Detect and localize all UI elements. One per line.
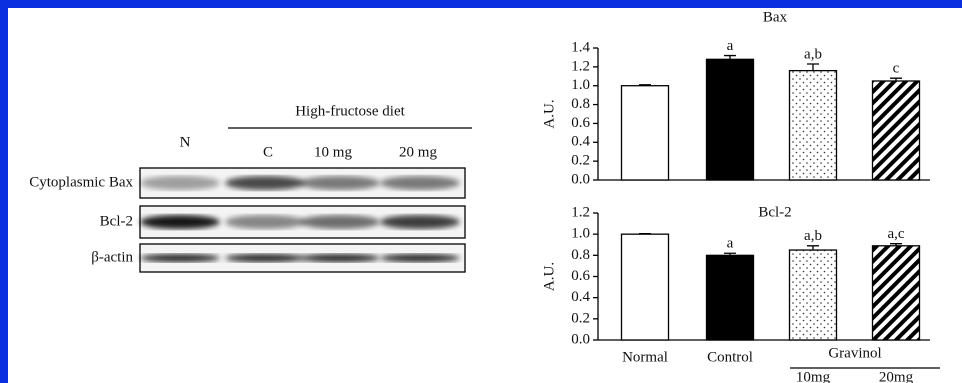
band <box>140 176 220 190</box>
blot-header: High-fructose diet <box>295 103 405 119</box>
y-tick-label: 0.8 <box>571 96 590 112</box>
chart-title: Bax <box>763 9 788 25</box>
bar <box>707 255 754 340</box>
significance-label: c <box>893 61 900 77</box>
y-tick-label: 0.4 <box>571 289 590 305</box>
y-axis-label: A.U. <box>541 99 557 128</box>
frame-top <box>0 0 962 8</box>
bar <box>873 246 920 340</box>
bar <box>790 71 837 180</box>
frame-left <box>0 0 8 383</box>
group-label: Gravinol <box>828 345 881 361</box>
band <box>140 215 220 229</box>
lane-label: N <box>180 134 191 150</box>
lane-label: C <box>263 144 273 160</box>
y-tick-label: 0.6 <box>571 115 590 131</box>
row-label: Cytoplasmic Bax <box>29 174 133 190</box>
y-tick-label: 1.2 <box>571 58 590 74</box>
bar <box>873 81 920 180</box>
bar <box>790 250 837 340</box>
row-label: Bcl-2 <box>100 213 133 229</box>
western-blot: High-fructose diet <box>228 103 472 128</box>
band <box>380 215 460 229</box>
x-tick-label: 10mg <box>796 369 831 383</box>
y-tick-label: 0.8 <box>571 247 590 263</box>
significance-label: a,b <box>804 228 822 244</box>
significance-label: a <box>727 38 734 54</box>
significance-label: a,c <box>887 226 904 242</box>
y-tick-label: 1.0 <box>571 77 590 93</box>
band <box>380 254 460 262</box>
error-bar <box>639 234 651 235</box>
figure: High-fructose diet N C 10 mg 20 mg Cytoplasm… <box>0 0 962 383</box>
band <box>300 254 380 262</box>
bar <box>622 234 669 340</box>
bar <box>707 59 754 180</box>
lane-label: 20 mg <box>399 144 437 160</box>
y-tick-label: 0.0 <box>571 331 590 347</box>
row-label: β-actin <box>91 249 133 265</box>
y-tick-label: 0.6 <box>571 268 590 284</box>
y-tick-label: 0.0 <box>571 171 590 187</box>
y-tick-label: 0.4 <box>571 134 590 150</box>
x-tick-label: Control <box>707 349 753 365</box>
significance-label: a <box>727 236 734 252</box>
y-tick-label: 1.0 <box>571 226 590 242</box>
band <box>225 176 305 190</box>
y-axis-label: A.U. <box>541 262 557 291</box>
x-tick-label: Normal <box>622 349 668 365</box>
y-tick-label: 1.4 <box>571 39 590 55</box>
band <box>300 215 380 229</box>
band <box>380 176 460 190</box>
y-tick-label: 1.2 <box>571 204 590 220</box>
y-tick-label: 0.2 <box>571 310 590 326</box>
lane-label: 10 mg <box>314 144 352 160</box>
band <box>225 215 305 229</box>
band <box>225 254 305 262</box>
y-tick-label: 0.2 <box>571 153 590 169</box>
band <box>300 176 380 190</box>
significance-label: a,b <box>804 46 822 62</box>
bar <box>622 86 669 180</box>
band <box>140 254 220 262</box>
error-bar <box>807 64 819 71</box>
x-tick-label: 20mg <box>879 369 914 383</box>
chart-title: Bcl-2 <box>758 204 791 220</box>
